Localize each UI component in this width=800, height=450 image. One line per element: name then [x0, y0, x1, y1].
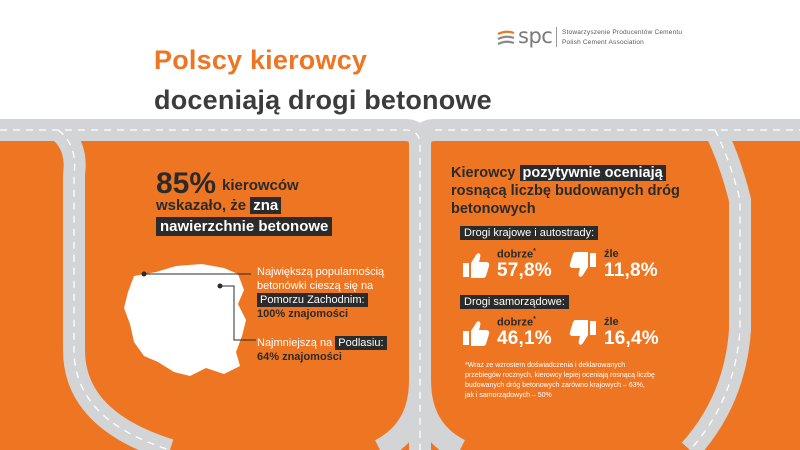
logo-line-1: Stowarzyszenie Producentów Cementu	[562, 29, 683, 36]
right-title-rest: rosnącą liczbę budowanych dróg betonowyc…	[451, 183, 680, 217]
good-label: dobrze*	[497, 248, 536, 261]
region-pomorze: Pomorzu Zachodnim:	[257, 293, 368, 307]
statement-plain: wskazało, że	[156, 197, 251, 214]
thumbs-up-icon	[463, 253, 490, 278]
word-kierowcow: kierowców	[222, 177, 299, 194]
thumbs-down-icon	[569, 252, 596, 277]
logo-word: spc	[518, 24, 553, 48]
spc-logo-mark-icon	[497, 30, 515, 45]
footnote: *Wraz ze wzrostem doświadczenia i deklar…	[465, 362, 655, 399]
region-podlasie: Podlasiu:	[335, 336, 387, 350]
local-good-value: 46,1%	[497, 328, 552, 349]
spc-logo: spc Stowarzyszenie Producentów Cementu P…	[496, 24, 706, 50]
right-title: Kierowcy pozytywnie oceniają rosnącą lic…	[451, 164, 711, 218]
statement-line-2: wskazało, że zna	[156, 197, 282, 214]
logo-line-2: Polish Cement Association	[562, 39, 644, 46]
category-national-roads: Drogi krajowe i autostrady:	[460, 226, 599, 240]
info-least-popular-value: 64% znajomości	[257, 351, 342, 363]
statement-line-3: nawierzchnie betonowe	[156, 217, 333, 236]
category-local-roads: Drogi samorządowe:	[460, 295, 569, 309]
statement-highlight: zna	[250, 197, 282, 214]
info-most-popular-value: 100% znajomości	[257, 308, 349, 320]
bad-label: źle	[604, 248, 619, 260]
right-title-highlight: pozytywnie oceniają	[519, 165, 666, 181]
local-bad-value: 16,4%	[604, 328, 659, 349]
title-line-1: Polscy kierowcy	[154, 45, 368, 75]
info-most-popular-text: Największą popularnością betonówki ciesz…	[257, 266, 385, 292]
good-label: dobrze*	[497, 316, 536, 329]
national-bad-value: 11,8%	[604, 260, 658, 281]
thumbs-up-icon	[463, 321, 490, 346]
title-line-2: doceniają drogi betonowe	[154, 85, 492, 115]
info-least-popular-text: Najmniejszą na	[257, 337, 336, 349]
info-most-popular: Największą popularnością betonówki ciesz…	[257, 265, 417, 321]
info-least-popular: Najmniejszą na Podlasiu: 64% znajomości	[257, 336, 427, 364]
bad-label: źle	[604, 316, 619, 328]
national-good-value: 57,8%	[497, 260, 552, 281]
thumbs-down-icon	[569, 320, 596, 345]
right-title-plain: Kierowcy	[451, 165, 520, 181]
logo-separator	[556, 27, 557, 47]
big-percentage: 85%	[156, 167, 217, 200]
poland-map-icon	[124, 264, 256, 376]
